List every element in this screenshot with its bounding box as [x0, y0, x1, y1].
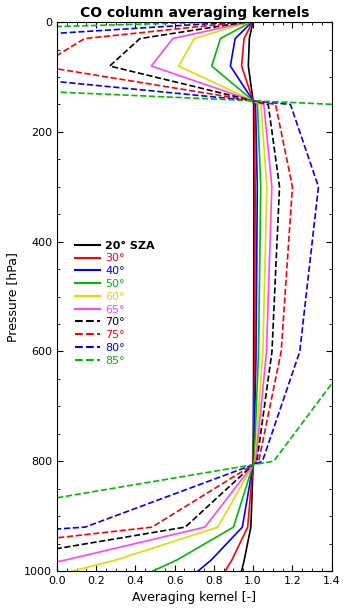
Title: CO column averaging kernels: CO column averaging kernels [80, 5, 309, 20]
X-axis label: Averaging kernel [-]: Averaging kernel [-] [132, 592, 256, 605]
Legend: 20° SZA, 30°, 40°, 50°, 60°, 65°, 70°, 75°, 80°, 85°: 20° SZA, 30°, 40°, 50°, 60°, 65°, 70°, 7… [71, 236, 159, 370]
Y-axis label: Pressure [hPa]: Pressure [hPa] [6, 252, 19, 342]
